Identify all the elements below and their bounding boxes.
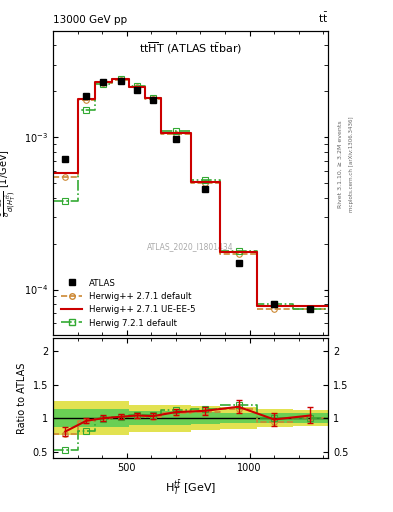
X-axis label: H$_T^{t\bar{t}}$ [GeV]: H$_T^{t\bar{t}}$ [GeV]	[165, 479, 216, 497]
Text: Rivet 3.1.10, ≥ 3.2M events: Rivet 3.1.10, ≥ 3.2M events	[338, 120, 342, 208]
Y-axis label: Ratio to ATLAS: Ratio to ATLAS	[17, 362, 27, 434]
Text: mcplots.cern.ch [arXiv:1306.3436]: mcplots.cern.ch [arXiv:1306.3436]	[349, 116, 354, 211]
Text: tt$\overline{\rm H}$T (ATLAS t$\bar{\rm t}$bar): tt$\overline{\rm H}$T (ATLAS t$\bar{\rm …	[139, 40, 242, 56]
Text: t$\bar{\rm t}$: t$\bar{\rm t}$	[318, 11, 328, 25]
Text: 13000 GeV pp: 13000 GeV pp	[53, 15, 127, 25]
Y-axis label: $\frac{1}{\sigma}\frac{d\sigma}{d(H_T^{t\bar{t}})}$ [1/GeV]: $\frac{1}{\sigma}\frac{d\sigma}{d(H_T^{t…	[0, 149, 18, 217]
Legend: ATLAS, Herwig++ 2.7.1 default, Herwig++ 2.7.1 UE-EE-5, Herwig 7.2.1 default: ATLAS, Herwig++ 2.7.1 default, Herwig++ …	[57, 275, 199, 331]
Text: ATLAS_2020_I1801434: ATLAS_2020_I1801434	[147, 243, 234, 251]
